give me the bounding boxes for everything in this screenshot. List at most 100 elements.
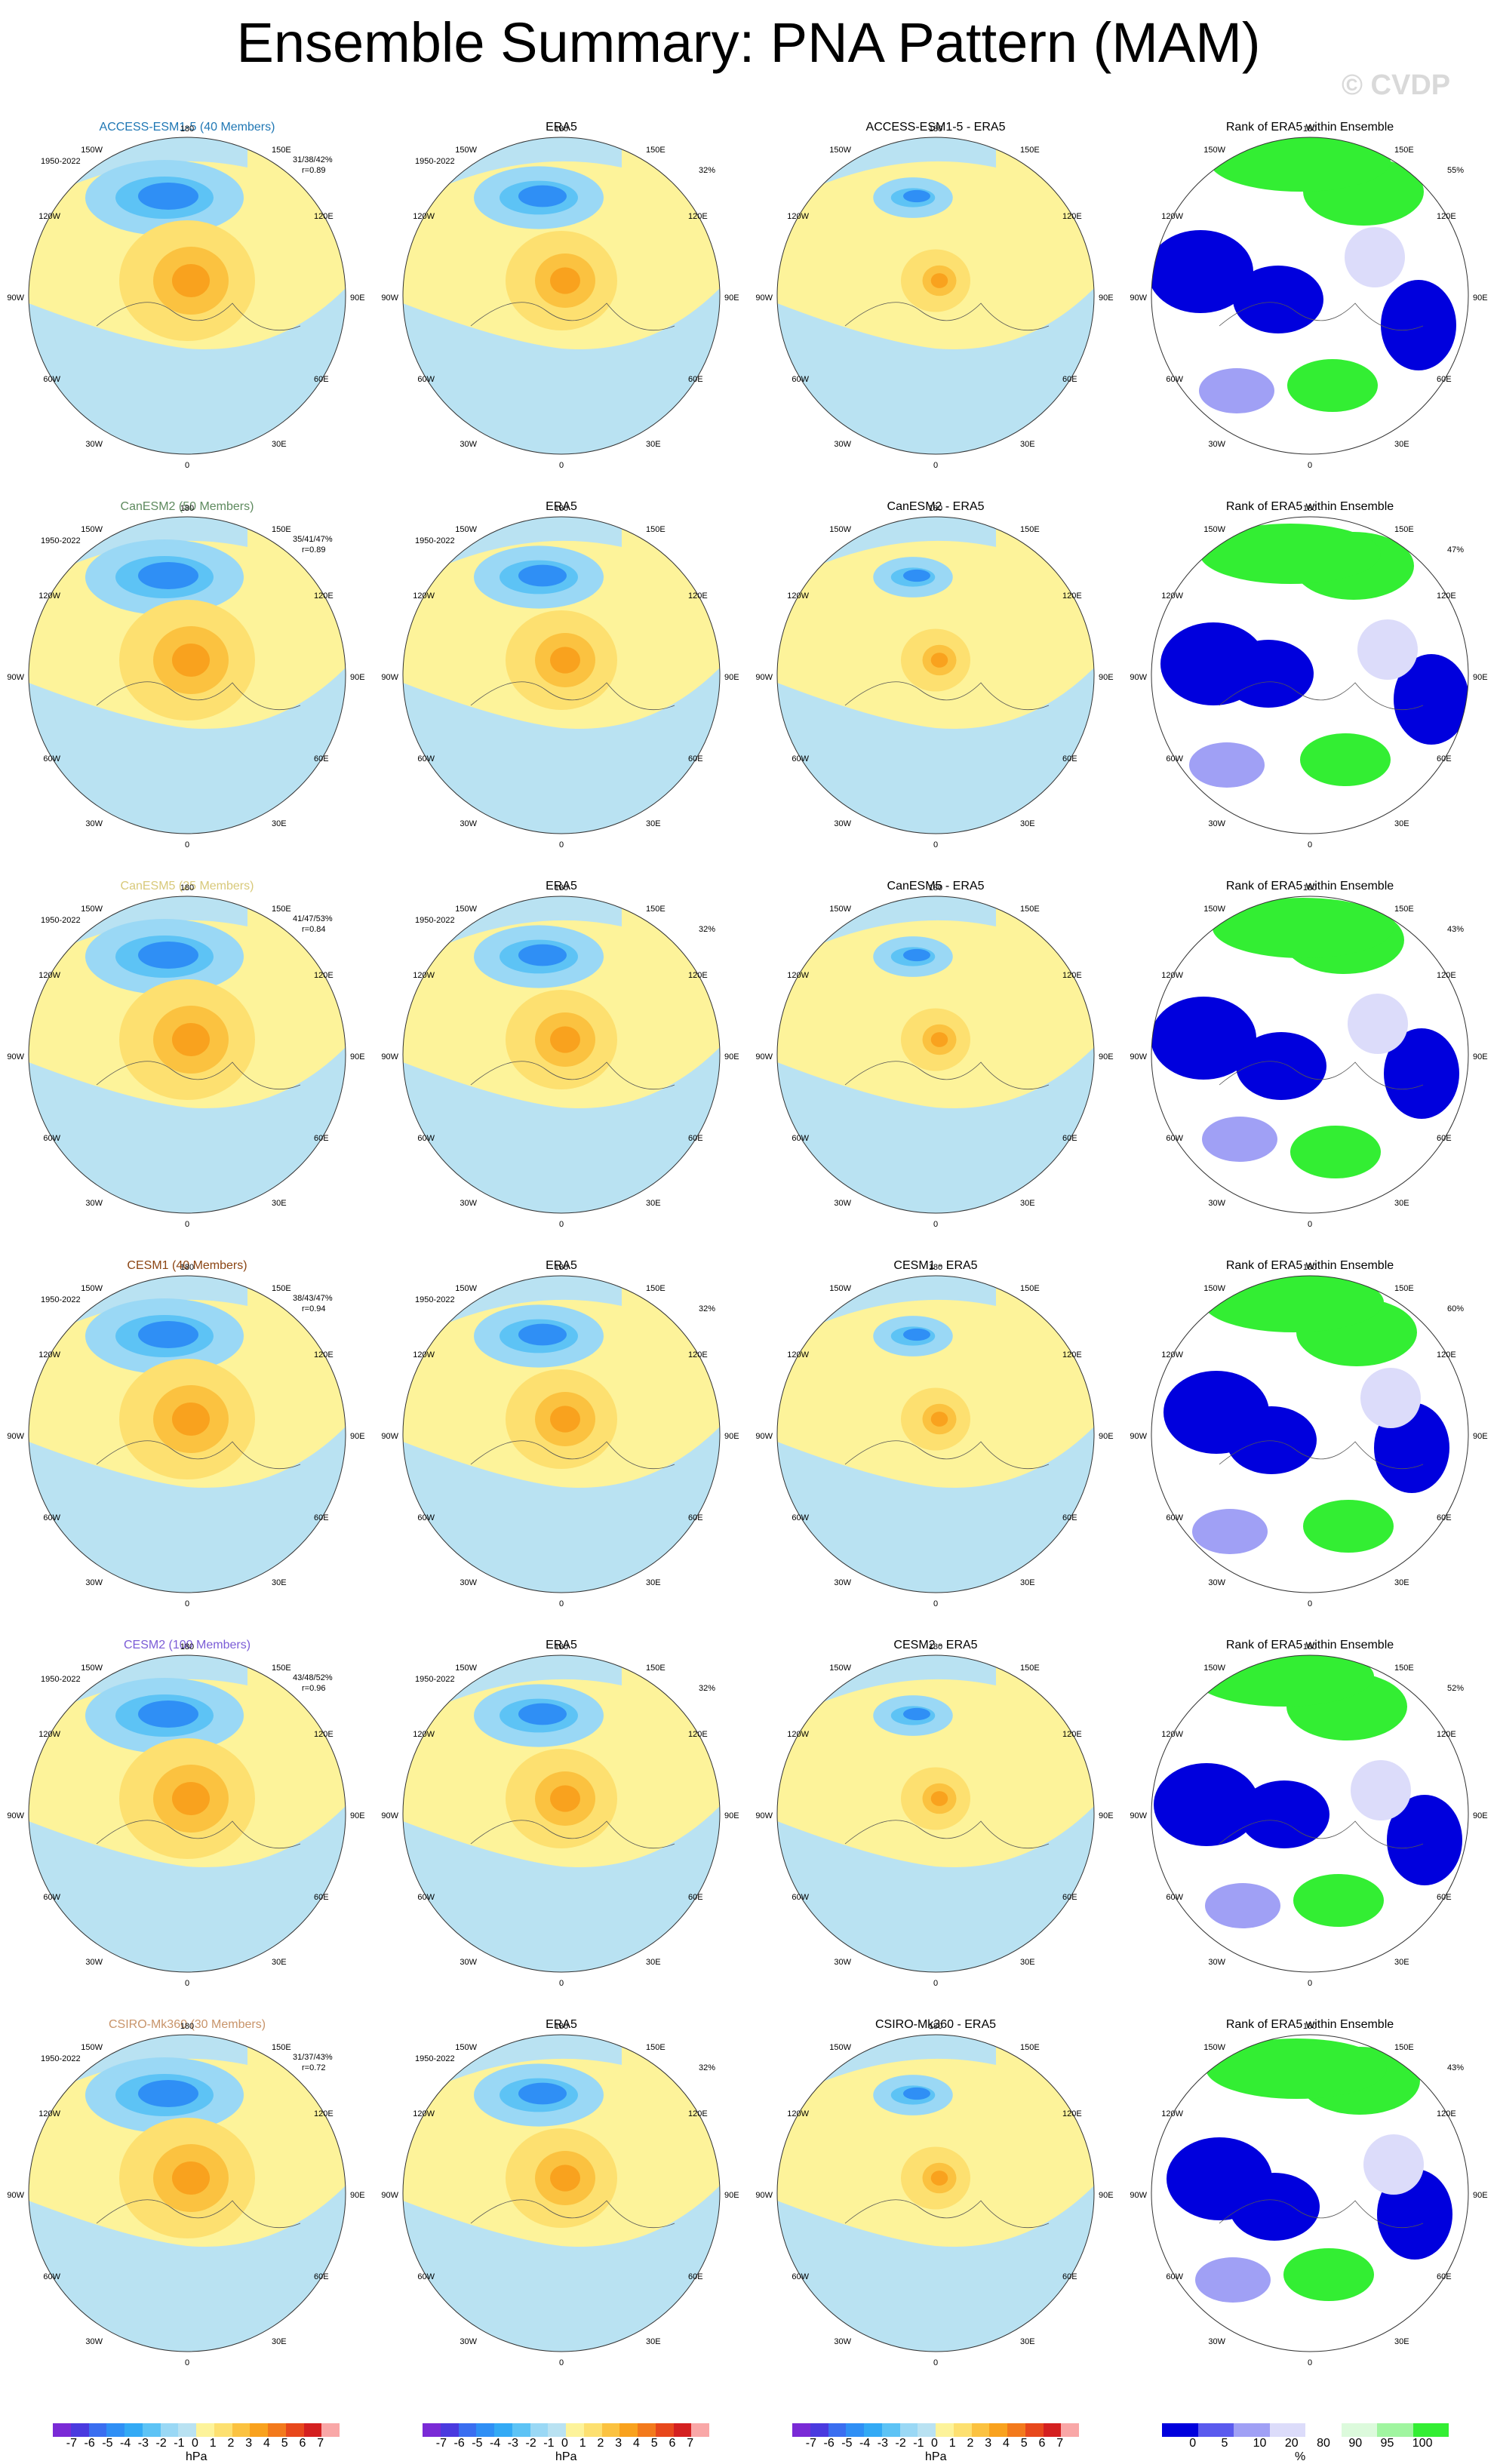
polar-map (1151, 1654, 1469, 1973)
lon-label-120w: 120W (413, 591, 435, 601)
polar-map (776, 2034, 1095, 2352)
polar-map (402, 2034, 721, 2352)
lon-label-150e: 150E (1394, 1664, 1414, 1673)
lon-label-60w: 60W (43, 1134, 60, 1143)
colorbar-swatch (196, 2423, 214, 2437)
polar-map (776, 1654, 1095, 1973)
era5-title: ERA5 (546, 500, 577, 513)
rank-region (1387, 1795, 1462, 1885)
colorbar-tick: -4 (490, 2437, 501, 2450)
panel-rank: Rank of ERA5 within Ensemble 180 150E 120E 9… (1123, 1259, 1497, 1640)
colorbar-swatch (88, 2423, 107, 2437)
rank-title: Rank of ERA5 within Ensemble (1225, 880, 1394, 893)
lon-label-30w: 30W (85, 2337, 103, 2346)
colorbar-swatches (423, 2423, 709, 2437)
lon-label-90e: 90E (350, 293, 365, 303)
lon-label-120e: 120E (688, 212, 708, 221)
lon-label-150e: 150E (646, 1284, 666, 1293)
lon-label-120e: 120E (314, 591, 334, 601)
colorbar-swatch (918, 2423, 936, 2437)
stats-label: 31/37/43% (293, 2053, 333, 2062)
colorbar-tick: -6 (453, 2437, 465, 2450)
panel-diff: CanESM5 - ERA5 180 150E 120E 90E 60E 30E 0 30W 60… (748, 880, 1123, 1261)
lon-label-180: 180 (180, 124, 195, 134)
correlation-label: r=0.96 (302, 1684, 326, 1693)
lon-label-120e: 120E (1062, 2109, 1082, 2118)
lon-label-180: 180 (1302, 1263, 1317, 1272)
colorbar-tick: 4 (633, 2437, 640, 2450)
colorbar-swatch (899, 2423, 918, 2437)
colorbar-swatch (512, 2423, 530, 2437)
panel-era5: ERA5 180 150E 120E 90E 60E 30E 0 30W 60W 90W 120W 15… (374, 500, 748, 881)
colorbar-swatch (1305, 2423, 1342, 2437)
colorbar-swatch (1197, 2423, 1234, 2437)
colorbar-swatch (989, 2423, 1007, 2437)
lon-label-60e: 60E (1437, 754, 1452, 763)
rank-region (1357, 619, 1418, 680)
percent-label: 43% (1447, 925, 1465, 934)
lon-label-120e: 120E (688, 971, 708, 980)
lon-label-0: 0 (1307, 2358, 1313, 2367)
colorbar-tick: 4 (1003, 2437, 1010, 2450)
lon-label-90w: 90W (755, 1811, 773, 1820)
colorbar-tick: 5 (1020, 2437, 1028, 2450)
lon-label-90w: 90W (1130, 2191, 1147, 2200)
lon-label-150e: 150E (272, 525, 291, 534)
colorbar-swatch (548, 2423, 566, 2437)
lon-label-150w: 150W (829, 525, 851, 534)
colorbar-tick: 80 (1317, 2437, 1330, 2450)
colorbar-tick: 1 (948, 2437, 956, 2450)
polar-map (1151, 1275, 1469, 1593)
lon-label-150e: 150E (272, 146, 291, 155)
colorbar-tick: -2 (155, 2437, 167, 2450)
lon-label-60e: 60E (1437, 1513, 1452, 1522)
colorbar-swatch (936, 2423, 954, 2437)
lon-label-180: 180 (928, 2022, 943, 2031)
lon-label-60w: 60W (792, 754, 809, 763)
lon-label-120e: 120E (314, 1730, 334, 1739)
colorbar-swatch (1341, 2423, 1377, 2437)
diff-title: CSIRO-Mk360 - ERA5 (875, 2018, 997, 2031)
lon-label-180: 180 (928, 883, 943, 893)
lon-label-0: 0 (933, 1599, 939, 1608)
percent-label: 60% (1447, 1304, 1465, 1313)
period-label: 1950-2022 (41, 157, 81, 166)
polar-map (402, 1275, 721, 1593)
lon-label-150w: 150W (81, 1664, 103, 1673)
period-label: 1950-2022 (41, 1675, 81, 1684)
lon-label-150w: 150W (1203, 1284, 1225, 1293)
diff-title: CESM1 - ERA5 (893, 1259, 978, 1272)
colorbar-swatch (458, 2423, 477, 2437)
colorbar-swatches (53, 2423, 340, 2437)
colorbar-swatch (142, 2423, 161, 2437)
panel-model: CESM1 (40 Members) 180 150E 120E 90E 60E 30E 0 3… (0, 1259, 374, 1640)
lon-label-180: 180 (554, 124, 569, 134)
percent-label: 52% (1447, 1684, 1465, 1693)
lon-label-150w: 150W (829, 146, 851, 155)
lon-label-0: 0 (184, 840, 190, 849)
lon-label-150e: 150E (272, 905, 291, 914)
lon-label-150e: 150E (1020, 1664, 1040, 1673)
colorbar-tick: -3 (877, 2437, 888, 2450)
rank-region (1283, 2248, 1374, 2301)
lon-label-30e: 30E (646, 2337, 661, 2346)
lon-label-180: 180 (554, 2022, 569, 2031)
lon-label-0: 0 (558, 461, 564, 470)
lon-label-120w: 120W (1161, 1730, 1183, 1739)
lon-label-90e: 90E (1473, 673, 1488, 682)
panel-rank: Rank of ERA5 within Ensemble 180 150E 120E 9… (1123, 880, 1497, 1261)
lon-label-120w: 120W (787, 1350, 809, 1360)
polar-map (28, 137, 346, 455)
colorbar-swatch (1377, 2423, 1413, 2437)
colorbar-tick: -1 (174, 2437, 185, 2450)
lon-label-30w: 30W (460, 440, 477, 449)
lon-label-120w: 120W (38, 2109, 60, 2118)
lon-label-90w: 90W (1130, 1052, 1147, 1061)
panel-diff: CanESM2 - ERA5 180 150E 120E 90E 60E 30E 0 30W 60… (748, 500, 1123, 881)
lon-label-60e: 60E (688, 1893, 703, 1902)
lon-label-120w: 120W (787, 971, 809, 980)
stats-label: 43/48/52% (293, 1673, 333, 1682)
lon-label-150e: 150E (1020, 905, 1040, 914)
lon-label-0: 0 (933, 1979, 939, 1988)
lon-label-30e: 30E (1394, 1199, 1409, 1208)
